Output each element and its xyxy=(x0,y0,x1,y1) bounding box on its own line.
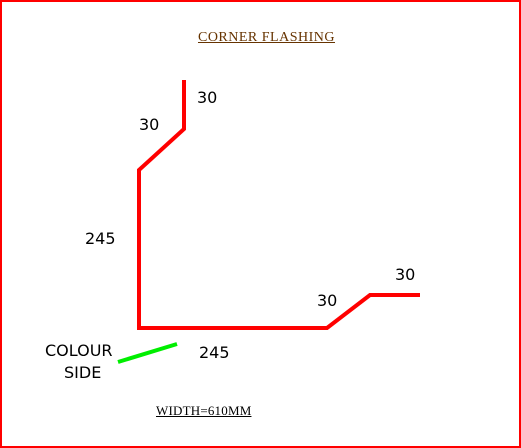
colour-side-indicator xyxy=(117,342,178,364)
colour-side-label-line2: SIDE xyxy=(64,363,101,382)
flashing-profile xyxy=(137,80,420,330)
width-note: WIDTH=610MM xyxy=(156,403,252,418)
colour-side-label-line1: COLOUR xyxy=(45,341,113,360)
dim-bottom-flange: 30 xyxy=(395,265,415,284)
dim-vertical: 245 xyxy=(85,229,116,248)
dim-top-bend: 30 xyxy=(139,115,159,134)
dim-bottom-bend: 30 xyxy=(317,291,337,310)
dim-horizontal: 245 xyxy=(199,343,230,362)
dim-top-flange: 30 xyxy=(197,88,217,107)
drawing-title: CORNER FLASHING xyxy=(197,30,335,45)
